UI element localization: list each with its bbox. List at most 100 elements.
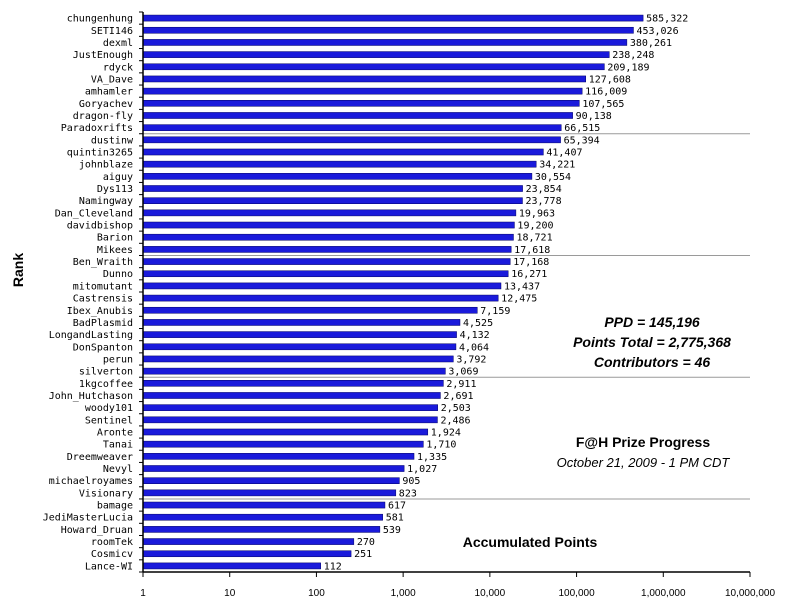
value-label: 18,721 [516,233,552,244]
value-label: 1,335 [417,452,447,463]
category-label: Goryachev [79,99,133,110]
bar [142,185,523,192]
value-label: 539 [383,525,401,536]
category-label: Dreemweaver [67,452,133,463]
bar [142,14,644,22]
bar [142,258,511,265]
bar [142,209,517,217]
value-label: 1,710 [426,440,456,451]
bar [142,367,446,375]
category-label: VA_Dave [91,74,133,85]
bar [142,75,587,83]
category-label: LongandLasting [49,330,133,341]
category-label: Tanai [103,440,133,451]
bar [142,331,457,338]
value-label: 4,132 [460,330,490,341]
x-tick-label: 100,000 [558,588,595,599]
value-label: 1,924 [431,428,461,439]
value-label: 617 [388,501,406,512]
value-label: 66,515 [564,123,600,134]
chart-title: F@H Prize Progress [576,434,710,450]
x-tick-label: 10,000,000 [725,588,775,599]
category-label: rdyck [103,62,133,73]
value-label: 3,792 [456,354,486,365]
bar [142,416,438,424]
category-label: John_Hutchason [49,391,133,402]
bar [142,160,537,168]
bar [142,246,512,253]
category-labels: chungenhungSETI146dexmlJustEnoughrdyckVA… [43,14,134,573]
value-label: 2,691 [443,391,473,402]
category-label: Paradoxrifts [61,123,133,134]
category-label: SETI146 [91,26,133,37]
bar [142,355,454,363]
category-label: Sentinel [85,415,133,426]
category-label: aiguy [103,172,133,183]
category-label: quintin3265 [67,148,133,159]
x-tick-label: 10 [224,588,236,599]
bar [142,87,583,95]
value-label: 2,486 [440,415,470,426]
category-label: dexml [103,38,133,49]
category-label: Ibex_Anubis [67,306,133,317]
category-label: Visionary [79,488,133,499]
value-label: 90,138 [576,111,612,122]
bar [142,221,515,229]
value-label: 34,221 [539,160,575,171]
category-label: Mikees [97,245,133,256]
x-axis-title: Accumulated Points [463,534,598,550]
category-label: Aronte [97,428,133,439]
category-label: Lance-WI [85,561,133,572]
value-label: 17,618 [514,245,550,256]
value-label: 65,394 [564,135,600,146]
bar [142,440,424,448]
value-label: 116,009 [585,87,627,98]
category-label: michaelroyames [49,476,133,487]
value-label: 585,322 [646,14,688,25]
bar [142,428,429,436]
category-label: BadPlasmid [73,318,133,329]
x-tick-label: 1,000,000 [641,588,686,599]
x-tick-label: 10,000 [475,588,506,599]
bar [142,453,415,460]
value-label: 4,525 [463,318,493,329]
value-label: 112 [324,561,342,572]
annotation-contributors: Contributors = 46 [594,354,711,370]
value-label: 19,963 [519,208,555,219]
category-label: Ben_Wraith [73,257,133,268]
bar [142,148,544,156]
bar [142,39,628,46]
chart-subtitle: October 21, 2009 - 1 PM CDT [557,455,731,470]
value-label: 127,608 [589,74,631,85]
category-label: Barion [97,233,133,244]
bar [142,489,397,497]
bar [142,319,461,326]
bar [142,392,441,399]
value-label: 823 [399,488,417,499]
category-label: Castrensis [73,294,133,305]
bar [142,112,573,119]
value-label: 2,911 [446,379,476,390]
value-label: 41,407 [546,148,582,159]
category-label: JustEnough [73,50,133,61]
bar [142,63,605,71]
category-label: 1kgcoffee [79,379,133,390]
value-labels: 585,322453,026380,261238,248209,189127,6… [324,14,689,573]
category-label: woody101 [85,403,133,414]
value-label: 23,854 [526,184,562,195]
value-label: 17,168 [513,257,549,268]
bar [142,124,562,131]
value-label: 2,503 [441,403,471,414]
value-label: 1,027 [407,464,437,475]
x-tick-label: 1,000 [391,588,416,599]
grid-lines [143,133,750,500]
bar [142,294,499,302]
value-label: 3,069 [448,367,478,378]
category-label: perun [103,354,133,365]
category-label: silverton [79,367,133,378]
axes: 1 10 100 1,000 10,000 100,000 1,000,000 10,000,… [139,11,775,599]
annotation-ppd: PPD = 145,196 [604,314,700,330]
category-label: Howard_Druan [61,525,133,536]
bar [142,465,405,472]
